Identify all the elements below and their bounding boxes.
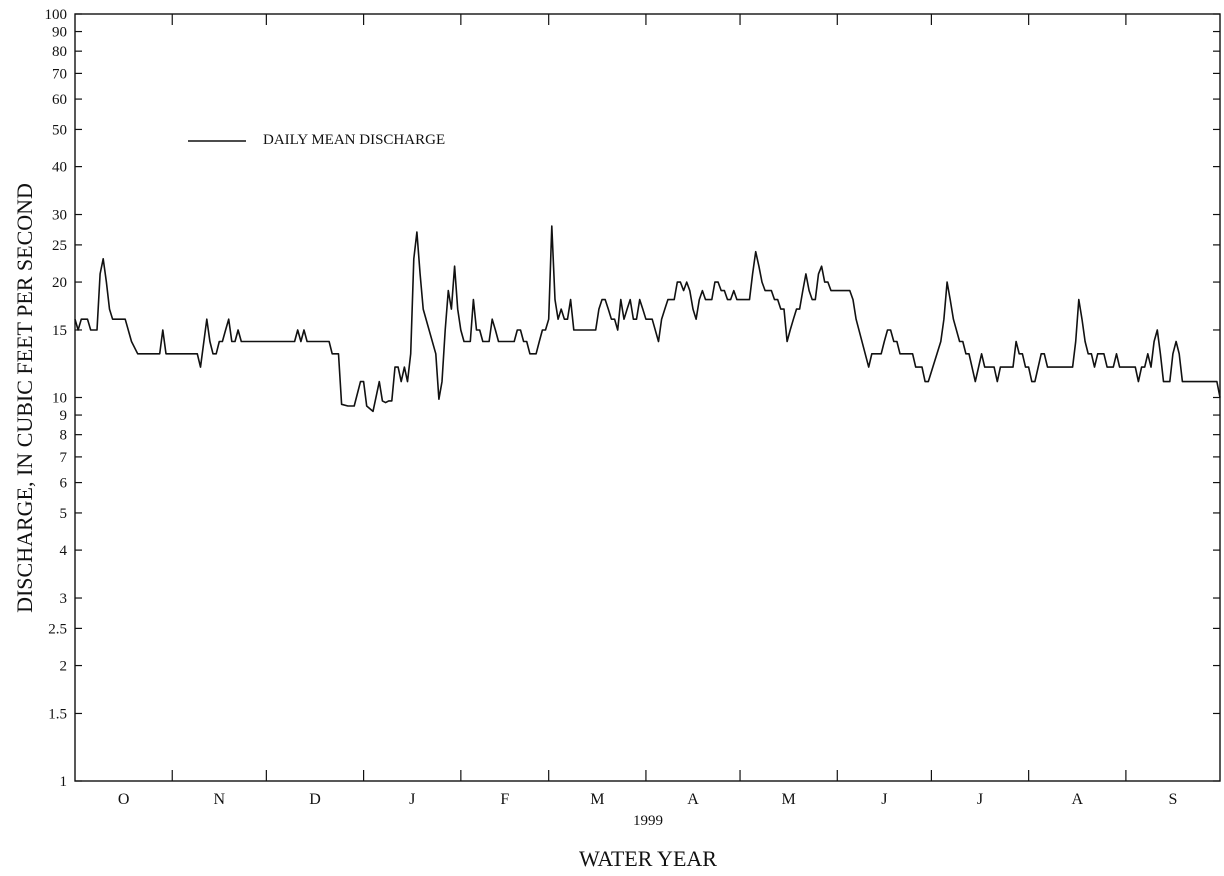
month-label: J [881,791,887,808]
y-tick-label: 5 [60,506,68,522]
y-tick-label: 8 [60,428,68,444]
y-tick-label: 2.5 [48,621,67,637]
month-label: N [214,791,226,808]
month-label: M [782,791,796,808]
y-tick-label: 7 [60,450,68,466]
y-tick-label: 80 [52,44,67,60]
y-tick-label: 50 [52,122,67,138]
month-label: J [409,791,415,808]
month-label: O [118,791,130,808]
month-label: A [687,791,699,808]
y-tick-label: 9 [60,408,68,424]
y-tick-label: 4 [60,543,68,559]
y-tick-label: 2 [60,659,68,675]
y-tick-label: 40 [52,160,67,176]
y-tick-label: 1.5 [48,706,67,722]
month-label: F [500,791,509,808]
y-tick-label: 100 [45,7,68,23]
y-tick-label: 15 [52,323,67,339]
y-tick-label: 90 [52,25,67,41]
y-tick-label: 6 [60,476,68,492]
y-tick-label: 10 [52,391,67,407]
plot-frame [74,13,1221,782]
y-tick-label: 20 [52,275,67,291]
month-label: A [1071,791,1083,808]
y-tick-label: 30 [52,208,67,224]
month-label: M [590,791,604,808]
month-label: D [309,791,321,808]
x-axis-title: WATER YEAR [579,846,717,871]
month-label: S [1168,791,1177,808]
y-tick-label: 1 [60,774,68,790]
y-tick-label: 3 [60,591,68,607]
y-axis-title: DISCHARGE, IN CUBIC FEET PER SECOND [12,183,37,613]
y-tick-label: 60 [52,92,67,108]
legend: DAILY MEAN DISCHARGE [188,132,445,148]
month-label: J [977,791,983,808]
y-tick-label: 70 [52,66,67,82]
y-tick-label: 25 [52,238,67,254]
y-axis-ticks: 1 1.5 2 2.5 3 4 5 6 7 8 910 15 20 25 30 40 50 60 70 80 90 100 [45,7,1220,790]
year-label: 1999 [633,813,663,829]
legend-label: DAILY MEAN DISCHARGE [263,132,445,148]
daily-mean-discharge-line [74,225,1221,413]
